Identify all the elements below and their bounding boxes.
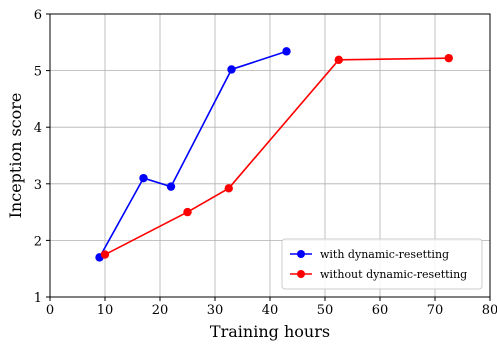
series-line-2 <box>104 57 449 256</box>
y-tick-label: 4 <box>34 121 42 136</box>
legend-marker-2 <box>297 270 305 278</box>
x-tick-label: 70 <box>427 303 444 318</box>
x-tick-label: 50 <box>317 303 334 318</box>
x-tick-label: 0 <box>46 303 54 318</box>
y-tick-label: 5 <box>34 65 42 80</box>
legend-label-2: without dynamic-resetting <box>320 268 467 281</box>
legend-label-1: with dynamic-resetting <box>320 248 449 261</box>
grid-lines <box>49 13 491 298</box>
series-2-point <box>334 55 343 65</box>
x-tick-label: 60 <box>372 303 389 318</box>
y-axis-label: Inception score <box>6 93 25 219</box>
y-tick-label: 2 <box>34 234 42 249</box>
axis-ticks: 0 10 20 30 40 50 60 70 80 1 2 3 4 5 6 <box>34 8 497 318</box>
x-tick-label: 40 <box>262 303 279 318</box>
series-1-point <box>166 182 176 191</box>
x-axis-label: Training hours <box>210 322 330 341</box>
series-2-point <box>444 53 453 63</box>
y-tick-label: 3 <box>34 178 42 193</box>
series-2-point <box>183 207 192 217</box>
series-1-point <box>139 173 148 183</box>
series-layer <box>95 47 453 262</box>
x-tick-label: 10 <box>97 303 114 318</box>
y-tick-label: 1 <box>34 291 42 306</box>
series-1-point <box>227 65 236 74</box>
legend: with dynamic-resetting without dynamic-re… <box>281 238 483 290</box>
x-tick-label: 80 <box>482 303 497 318</box>
x-tick-label: 30 <box>207 303 224 318</box>
y-tick-label: 6 <box>34 8 42 23</box>
x-tick-label: 20 <box>152 303 169 318</box>
legend-box <box>281 238 483 290</box>
legend-marker-1 <box>297 250 305 258</box>
series-2-point <box>100 250 110 259</box>
series-2-point <box>224 184 233 193</box>
series-1-point <box>282 47 291 56</box>
